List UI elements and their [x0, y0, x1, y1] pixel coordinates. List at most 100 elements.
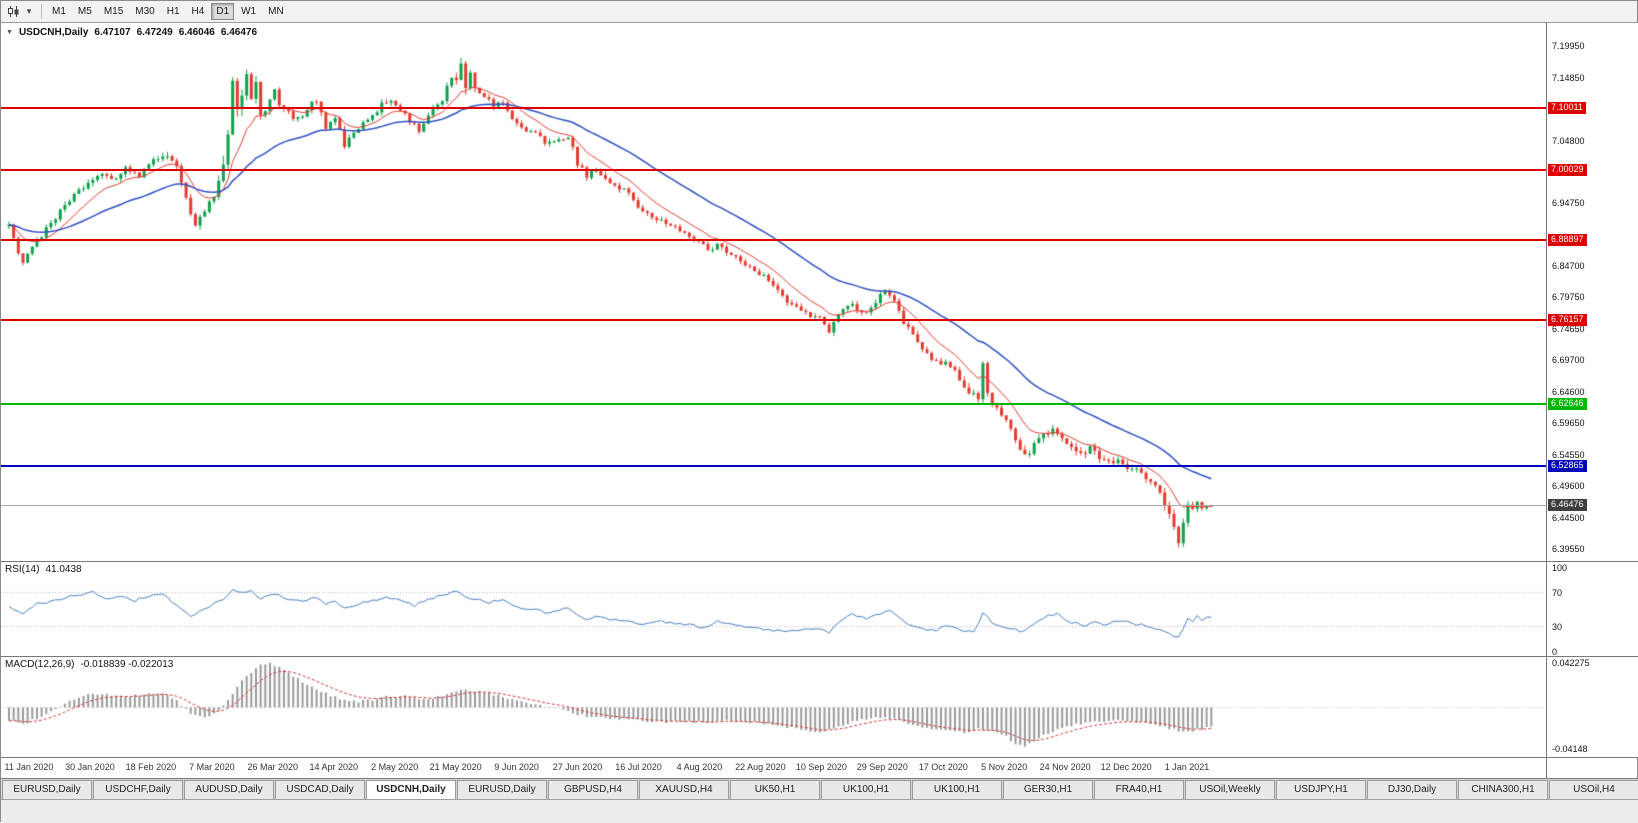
rsi-axis: 100 70 30 0: [1547, 562, 1638, 656]
date-label: 9 Jun 2020: [494, 762, 539, 772]
timeframe-h4[interactable]: H4: [187, 3, 210, 20]
chart-tab-eurusd-daily[interactable]: EURUSD,Daily: [2, 780, 92, 799]
date-label: 7 Mar 2020: [189, 762, 235, 772]
chart-tab-uk100-h1[interactable]: UK100,H1: [821, 780, 911, 799]
chart-tab-usdchf-daily[interactable]: USDCHF,Daily: [93, 780, 183, 799]
main-chart-panel: ▼ USDCNH,Daily 6.47107 6.47249 6.46046 6…: [1, 23, 1547, 561]
toolbar-separator: [41, 4, 42, 19]
chart-tab-usdcad-daily[interactable]: USDCAD,Daily: [275, 780, 365, 799]
chart-tab-label: USDCAD,Daily: [286, 784, 354, 795]
rsi-header: RSI(14) 41.0438: [5, 564, 82, 575]
chart-tab-fra40-h1[interactable]: FRA40,H1: [1094, 780, 1184, 799]
chart-tab-usoil-h4[interactable]: USOil,H4: [1549, 780, 1638, 799]
collapse-arrow-icon[interactable]: ▼: [6, 29, 13, 36]
macd-tick-max: 0.042275: [1552, 658, 1590, 668]
level-overlays: [1, 23, 1546, 561]
chart-tab-usdjpy-h1[interactable]: USDJPY,H1: [1276, 780, 1366, 799]
panel-separator[interactable]: [1, 561, 1638, 562]
panel-separator[interactable]: [1, 656, 1638, 657]
macd-axis: 0.042275 -0.04148: [1547, 657, 1638, 757]
level-price-badge: 6.52865: [1548, 459, 1587, 472]
price-tick: 7.19950: [1552, 40, 1585, 51]
horizontal-level-line[interactable]: [1, 318, 1546, 321]
chart-symbol: USDCNH,Daily: [18, 27, 89, 38]
chart-tab-uk50-h1[interactable]: UK50,H1: [730, 780, 820, 799]
macd-canvas[interactable]: [1, 657, 1546, 757]
chart-header: ▼ USDCNH,Daily 6.47107 6.47249 6.46046 6…: [6, 27, 257, 38]
horizontal-level-line[interactable]: [1, 403, 1546, 406]
date-label: 27 Jun 2020: [552, 762, 603, 772]
chart-tab-dj30-daily[interactable]: DJ30,Daily: [1367, 780, 1457, 799]
candlestick-chart-icon[interactable]: [5, 4, 21, 20]
chart-tab-label: CHINA300,H1: [1471, 784, 1535, 795]
timeframe-h1[interactable]: H1: [162, 3, 185, 20]
chart-tab-label: EURUSD,Daily: [13, 784, 81, 795]
timeframe-m15[interactable]: M15: [99, 3, 128, 20]
chart-tab-usoil-weekly[interactable]: USOil,Weekly: [1185, 780, 1275, 799]
date-label: 21 May 2020: [429, 762, 482, 772]
macd-panel: MACD(12,26,9) -0.018839 -0.022013: [1, 657, 1547, 757]
level-price-badge: 6.88897: [1548, 234, 1587, 247]
price-chart-canvas[interactable]: [1, 23, 1546, 561]
ohlc-open: 6.47107: [94, 27, 131, 38]
timeframe-m5[interactable]: M5: [73, 3, 97, 20]
rsi-canvas[interactable]: [1, 562, 1546, 656]
chart-tab-label: EURUSD,Daily: [468, 784, 536, 795]
date-label: 24 Nov 2020: [1039, 762, 1091, 772]
chart-tab-label: XAUUSD,H4: [655, 784, 713, 795]
chart-tab-label: FRA40,H1: [1115, 784, 1163, 795]
timeframe-mn[interactable]: MN: [263, 3, 289, 20]
chart-tab-bar: EURUSD,Daily USDCHF,Daily AUDUSD,Daily USDC…: [1, 779, 1638, 799]
horizontal-level-line[interactable]: [1, 107, 1546, 109]
price-tick: 6.44500: [1552, 512, 1585, 523]
timeframe-w1[interactable]: W1: [236, 3, 261, 20]
chart-tab-label: UK100,H1: [842, 784, 890, 795]
chart-tab-ger30-h1[interactable]: GER30,H1: [1003, 780, 1093, 799]
price-tick: 7.04800: [1552, 135, 1585, 146]
date-label: 30 Jan 2020: [65, 762, 115, 772]
timeframe-m30[interactable]: M30: [130, 3, 159, 20]
macd-header: MACD(12,26,9) -0.018839 -0.022013: [5, 659, 173, 670]
date-label: 5 Nov 2020: [981, 762, 1028, 772]
chart-tab-gbpusd-h4[interactable]: GBPUSD,H4: [548, 780, 638, 799]
horizontal-level-line[interactable]: [1, 169, 1546, 172]
date-label: 4 Aug 2020: [676, 762, 723, 772]
macd-value: -0.018839 -0.022013: [80, 659, 174, 670]
level-price-badge: 7.10011: [1548, 102, 1586, 114]
chart-tab-eurusd-daily[interactable]: EURUSD,Daily: [457, 780, 547, 799]
current-price-line: [1, 505, 1546, 507]
macd-label: MACD(12,26,9): [5, 659, 75, 670]
chart-tab-label: GER30,H1: [1023, 784, 1073, 795]
price-tick: 6.54550: [1552, 449, 1585, 460]
date-label: 26 Mar 2020: [247, 762, 299, 772]
chart-tab-label: UK50,H1: [754, 784, 796, 795]
date-label: 22 Aug 2020: [735, 762, 786, 772]
status-strip: [1, 799, 1638, 823]
toolbar: ▾ M1 M5 M15 M30 H1 H4 D1 W1 MN: [1, 1, 1637, 23]
rsi-tick: 70: [1552, 588, 1563, 599]
horizontal-level-line[interactable]: [1, 239, 1546, 242]
price-axis: 7.19950 7.14850 7.04800 6.94750 6.84700 6.797…: [1547, 23, 1638, 561]
chart-tab-label: AUDUSD,Daily: [195, 784, 263, 795]
level-price-badge: 7.00029: [1548, 164, 1587, 177]
chart-type-dropdown-icon[interactable]: ▾: [26, 6, 32, 16]
chart-tab-xauusd-h4[interactable]: XAUUSD,H4: [639, 780, 729, 799]
chart-tab-china300-h1[interactable]: CHINA300,H1: [1458, 780, 1548, 799]
date-label: 2 May 2020: [371, 762, 419, 772]
chart-tab-audusd-daily[interactable]: AUDUSD,Daily: [184, 780, 274, 799]
price-tick: 6.79750: [1552, 292, 1585, 303]
price-tick: 7.14850: [1552, 72, 1585, 83]
ohlc-close: 6.46476: [220, 27, 258, 38]
rsi-value: 41.0438: [45, 564, 82, 575]
chart-tab-uk100-h1[interactable]: UK100,H1: [912, 780, 1002, 799]
chart-tab-label: GBPUSD,H4: [564, 784, 622, 795]
panel-separator[interactable]: [1, 757, 1638, 758]
price-tick: 6.74650: [1552, 324, 1585, 335]
price-tick: 6.39550: [1552, 543, 1585, 554]
date-label: 10 Sep 2020: [795, 762, 847, 772]
date-label: 16 Jul 2020: [615, 762, 662, 772]
chart-tab-usdcnh-daily[interactable]: USDCNH,Daily: [366, 780, 456, 799]
horizontal-level-line[interactable]: [1, 464, 1546, 467]
timeframe-d1[interactable]: D1: [211, 3, 235, 20]
timeframe-m1[interactable]: M1: [47, 3, 71, 20]
